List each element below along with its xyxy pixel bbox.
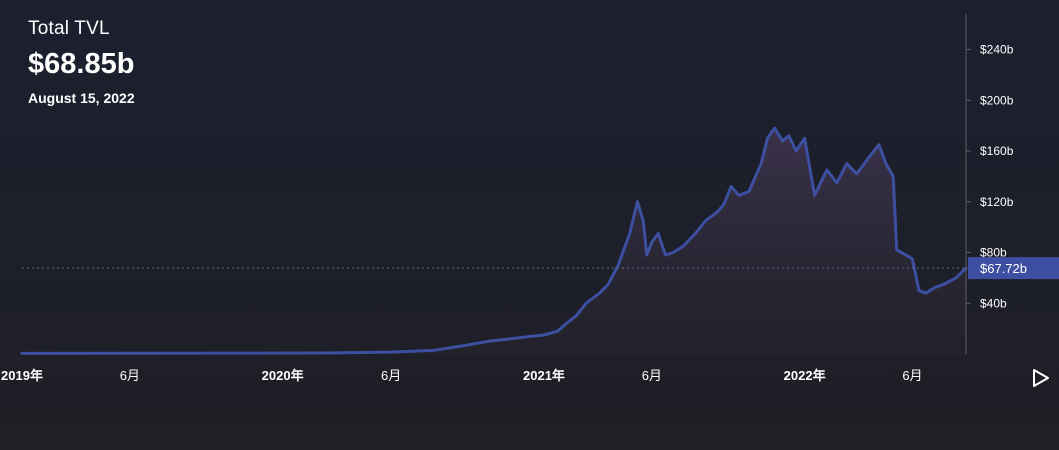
x-tick-label: 2020年 (262, 368, 304, 383)
x-tick-label: 6月 (642, 368, 662, 383)
y-tick-label: $80b (980, 246, 1007, 260)
y-tick-label: $120b (980, 195, 1014, 209)
x-tick-label: 2019年 (1, 368, 43, 383)
play-icon[interactable] (1032, 368, 1050, 388)
tvl-value: $68.85b (28, 48, 135, 80)
x-tick-label: 6月 (120, 368, 140, 383)
series-line (20, 126, 968, 355)
y-tick-label: $40b (980, 296, 1007, 310)
x-tick-label: 2022年 (784, 368, 826, 383)
y-tick-label: $240b (980, 43, 1014, 57)
x-tick-label: 2021年 (523, 368, 565, 383)
y-tick-label: $160b (980, 144, 1014, 158)
last-value-box (968, 257, 1059, 280)
chart-header: Total TVL $68.85b August 15, 2022 (28, 18, 135, 106)
tvl-date: August 15, 2022 (28, 90, 135, 106)
x-tick-label: 6月 (381, 368, 401, 383)
series-area (22, 128, 966, 354)
y-tick-label: $200b (980, 93, 1014, 107)
chart-title: Total TVL (28, 18, 110, 39)
last-value-label: $67.72b (980, 261, 1027, 276)
x-tick-label: 6月 (902, 368, 922, 383)
